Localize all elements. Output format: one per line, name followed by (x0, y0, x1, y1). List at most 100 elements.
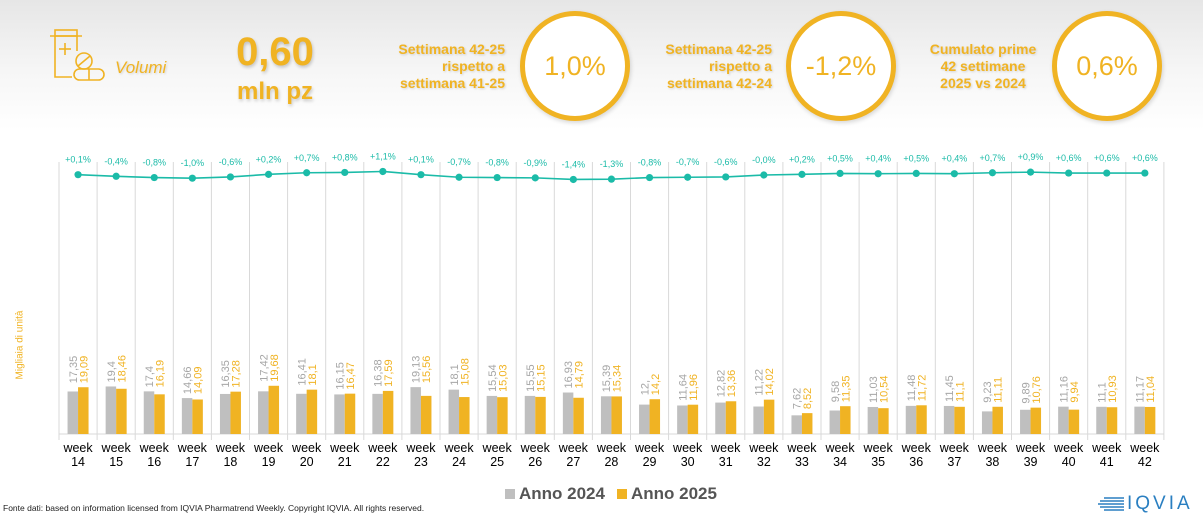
growth-point (684, 173, 692, 181)
growth-label: +0,6% (1132, 153, 1158, 163)
stat-cumulative-label: Cumulato prime 42 settimane 2025 vs 2024 (929, 41, 1037, 91)
growth-point (417, 171, 425, 179)
growth-point (722, 173, 730, 181)
growth-label: -0,8% (485, 158, 509, 168)
data-label-2025: 14,09 (193, 367, 205, 395)
x-tick-label-week: week (710, 441, 741, 455)
x-tick-label-number: 30 (681, 455, 695, 469)
bar-2025 (497, 397, 508, 434)
data-label-2025: 16,19 (155, 360, 167, 388)
data-label-2025: 16,47 (345, 362, 357, 390)
growth-point (798, 170, 806, 178)
bar-2024 (105, 386, 117, 434)
growth-point (303, 169, 311, 177)
data-label-2025: 8,52 (802, 388, 814, 409)
x-tick-label-week: week (863, 441, 894, 455)
growth-label: -0,9% (523, 158, 547, 168)
data-label-2025: 14,2 (650, 374, 662, 395)
data-label-2024: 16,35 (220, 360, 232, 388)
data-label-2024: 16,93 (563, 361, 575, 389)
data-label-2025: 11,35 (840, 375, 852, 402)
growth-point (264, 170, 273, 178)
x-tick-label-week: week (367, 441, 398, 455)
growth-point (1026, 168, 1035, 176)
bar-2024 (181, 398, 193, 434)
growth-point (112, 172, 120, 180)
growth-label: -0,8% (638, 158, 662, 168)
growth-label: +0,8% (332, 152, 358, 162)
x-tick-label-week: week (1091, 441, 1122, 455)
legend-label-2024: Anno 2024 (519, 484, 605, 503)
data-label-2025: 11,04 (1145, 376, 1157, 403)
growth-label: +0,1% (408, 155, 434, 165)
x-tick-label-week: week (824, 441, 855, 455)
bar-2025 (763, 399, 775, 434)
growth-point (950, 170, 958, 178)
x-tick-label-week: week (672, 441, 703, 455)
bar-2024 (715, 402, 726, 434)
medicine-bottle-pills-icon (50, 29, 105, 81)
data-label-2025: 15,08 (459, 358, 471, 386)
x-tick-label-number: 39 (1024, 455, 1038, 469)
bar-2024 (981, 411, 993, 434)
growth-label: +0,5% (903, 153, 929, 163)
growth-point (569, 175, 577, 184)
data-label-2024: 18,1 (449, 364, 461, 385)
x-tick-label-number: 37 (947, 455, 961, 469)
data-label-2024: 11,16 (1058, 376, 1070, 403)
x-tick-label-week: week (329, 441, 360, 455)
x-tick-label-number: 42 (1138, 455, 1152, 469)
x-tick-label-week: week (977, 441, 1008, 455)
growth-point (455, 173, 463, 181)
bar-2025 (573, 397, 584, 434)
bar-2025 (268, 385, 280, 434)
growth-label: +0,5% (827, 153, 853, 163)
growth-label: +0,6% (1056, 153, 1082, 163)
legend-item-2024: Anno 2024 (505, 484, 605, 504)
legend: Anno 2024 Anno 2025 (505, 484, 717, 504)
data-label-2025: 9,94 (1069, 381, 1081, 402)
x-tick-label-number: 38 (985, 455, 999, 469)
data-label-2025: 15,03 (497, 364, 509, 392)
bar-2024 (639, 404, 650, 434)
bar-2025 (78, 387, 89, 434)
data-label-2024: 12, (639, 380, 651, 395)
growth-point (760, 171, 768, 179)
legend-label-2025: Anno 2025 (630, 484, 717, 503)
growth-point (1103, 169, 1111, 177)
source-note: Fonte dati: based on information license… (3, 503, 425, 513)
data-label-2024: 11,64 (677, 374, 689, 401)
growth-label: +0,9% (1018, 152, 1044, 162)
data-label-2025: 19,09 (78, 356, 90, 384)
data-label-2024: 16,15 (335, 362, 347, 390)
bar-2025 (687, 404, 699, 434)
growth-point (607, 175, 616, 183)
growth-label: +1,1% (370, 151, 396, 161)
bar-2024 (562, 392, 574, 434)
bar-2024 (334, 394, 345, 434)
growth-point (1141, 169, 1149, 177)
legend-item-2025: Anno 2025 (616, 484, 717, 504)
bar-2025 (382, 390, 394, 434)
growth-label: -0,7% (676, 157, 700, 167)
growth-label: +0,4% (941, 154, 967, 164)
x-tick-label-number: 36 (909, 455, 923, 469)
growth-point (226, 173, 235, 181)
bar-2025 (1144, 406, 1156, 434)
kpi-value: 0,60 (236, 30, 314, 74)
x-tick-label-number: 40 (1062, 455, 1076, 469)
x-tick-label-week: week (101, 441, 132, 455)
stat-week-over-week-label: Settimana 42-25 rispetto a settimana 41-… (398, 41, 505, 91)
data-label-2024: 15,54 (487, 364, 499, 392)
growth-point (150, 173, 158, 182)
bar-2024 (372, 393, 383, 434)
x-tick-label-number: 18 (223, 455, 237, 469)
data-label-2024: 9,58 (830, 381, 842, 402)
bar-2025 (1106, 407, 1118, 434)
data-label-2024: 15,55 (525, 364, 537, 392)
data-label-2025: 13,36 (726, 370, 738, 398)
data-label-2024: 11,03 (868, 376, 880, 403)
data-label-2025: 10,54 (878, 375, 890, 403)
data-label-2025: 14,79 (574, 361, 586, 389)
x-tick-label-week: week (748, 441, 779, 455)
